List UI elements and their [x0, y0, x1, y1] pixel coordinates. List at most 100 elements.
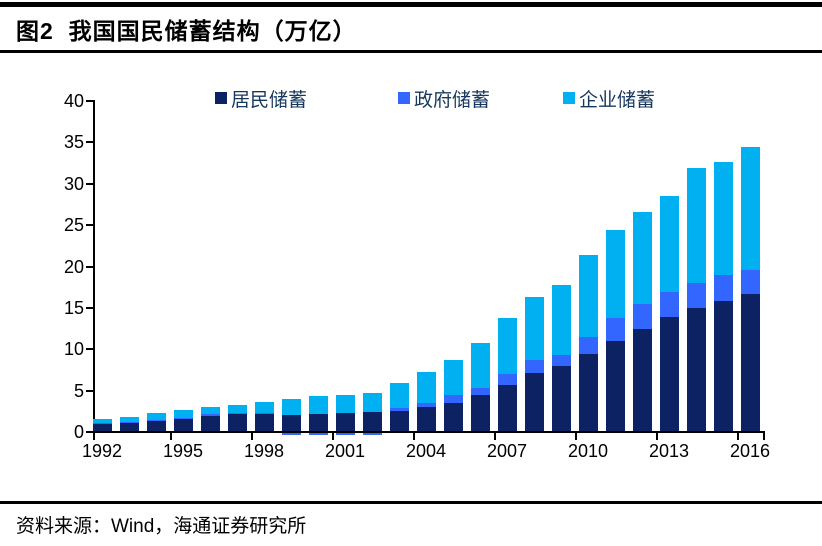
bar-segment-1999-government	[281, 433, 301, 436]
bar-segment-2016-government	[740, 270, 760, 294]
y-axis-label: 0	[73, 422, 84, 442]
bar-segment-2001-government	[335, 433, 355, 436]
bar-segment-2011-corporate	[605, 229, 625, 319]
x-axis-label: 1998	[243, 441, 285, 461]
y-axis-tick	[86, 141, 93, 144]
bar-segment-2013-corporate	[659, 195, 679, 292]
y-axis-tick	[86, 431, 93, 433]
bar-segment-2015-government	[713, 274, 733, 302]
bar-segment-2001-household	[335, 412, 355, 431]
y-axis-tick	[86, 348, 93, 351]
bar-segment-2003-corporate	[389, 383, 409, 409]
y-axis-label: 20	[63, 256, 84, 277]
legend-swatch-household	[215, 92, 227, 104]
y-axis-tick	[86, 265, 93, 268]
bar-segment-2008-corporate	[524, 296, 544, 360]
legend-swatch-corporate	[563, 92, 575, 104]
bar-segment-2006-household	[470, 394, 490, 431]
bar-segment-2009-government	[551, 354, 571, 367]
x-axis-tick	[169, 433, 172, 440]
legend-label-corporate: 企业储蓄	[579, 89, 656, 111]
bar-segment-2000-household	[308, 414, 328, 431]
bar-segment-1997-corporate	[227, 404, 247, 413]
bottom-rule	[0, 501, 822, 504]
legend-item-government: 政府储蓄	[398, 88, 490, 111]
x-axis-label: 1992	[81, 441, 123, 461]
legend-item-corporate: 企业储蓄	[563, 88, 655, 111]
title-rule	[0, 50, 822, 53]
bar-segment-1993-government	[119, 421, 139, 423]
bar-segment-1994-corporate	[146, 413, 166, 420]
legend-label-government: 政府储蓄	[414, 89, 491, 111]
y-axis-tick	[86, 100, 93, 102]
y-axis-label: 5	[73, 380, 84, 401]
bar-segment-2004-government	[416, 403, 436, 407]
bar-segment-1994-household	[146, 421, 166, 431]
x-axis-tick	[331, 433, 334, 440]
bar-segment-2013-household	[659, 316, 679, 431]
bar-segment-1994-government	[146, 419, 166, 422]
bar-segment-1993-corporate	[119, 416, 139, 422]
x-axis-label: 2013	[648, 441, 690, 461]
x-axis-label: 2001	[324, 441, 366, 461]
bar-segment-2009-corporate	[551, 285, 571, 355]
bar-segment-2005-corporate	[443, 359, 463, 396]
figure-title: 图2 我国国民储蓄结构（万亿）	[16, 18, 357, 44]
bar-segment-2010-household	[578, 354, 598, 431]
bar-segment-2007-government	[497, 373, 517, 385]
bar-segment-2016-household	[740, 293, 760, 431]
bar-segment-2012-government	[632, 304, 652, 330]
bar-segment-2003-household	[389, 410, 409, 431]
bar-segment-1993-household	[119, 422, 139, 431]
x-axis-line	[93, 431, 765, 433]
bar-segment-2014-government	[686, 282, 706, 308]
bar-segment-1996-corporate	[200, 407, 220, 415]
x-axis-tick	[250, 433, 253, 440]
x-axis-label: 2004	[405, 441, 447, 461]
y-axis-line	[93, 100, 95, 433]
top-rule	[0, 2, 822, 7]
bar-segment-1998-household	[254, 413, 274, 431]
bar-segment-1996-government	[200, 414, 220, 417]
x-axis-label: 1995	[162, 441, 204, 461]
y-axis-tick	[86, 389, 93, 392]
bar-segment-2006-corporate	[470, 343, 490, 389]
bar-segment-1999-household	[281, 414, 301, 431]
bar-segment-2005-household	[443, 402, 463, 431]
bar-segment-2011-government	[605, 318, 625, 341]
bar-segment-2000-government	[308, 433, 328, 436]
bar-segment-2001-corporate	[335, 395, 355, 413]
bar-segment-1999-corporate	[281, 399, 301, 415]
bar-segment-2015-corporate	[713, 162, 733, 275]
bar-segment-2012-corporate	[632, 211, 652, 305]
bar-segment-2002-household	[362, 411, 382, 431]
legend-item-household: 居民储蓄	[215, 88, 307, 111]
x-axis-label: 2010	[567, 441, 609, 461]
bar-segment-2004-corporate	[416, 371, 436, 404]
bar-segment-2008-household	[524, 373, 544, 431]
x-axis-tick	[93, 433, 95, 440]
bar-segment-1997-government	[227, 412, 247, 415]
bar-segment-1996-household	[200, 416, 220, 431]
bar-segment-2015-household	[713, 301, 733, 431]
bar-segment-1995-household	[173, 419, 193, 431]
bar-segment-2013-government	[659, 291, 679, 317]
bar-segment-2002-corporate	[362, 392, 382, 412]
source-text: 资料来源：Wind，海通证券研究所	[16, 516, 307, 537]
bar-segment-2014-household	[686, 307, 706, 431]
bar-segment-1995-government	[173, 417, 193, 419]
y-axis-label: 30	[63, 173, 84, 194]
y-axis-tick	[86, 182, 93, 185]
x-axis-tick	[574, 433, 577, 440]
bar-segment-2006-government	[470, 388, 490, 395]
bar-segment-1998-corporate	[254, 402, 274, 413]
bar-segment-2010-government	[578, 336, 598, 355]
x-axis-tick	[493, 433, 496, 440]
bar-segment-2016-corporate	[740, 147, 760, 271]
bar-segment-1995-corporate	[173, 410, 193, 418]
bar-segment-2007-corporate	[497, 318, 517, 374]
legend-label-household: 居民储蓄	[231, 89, 308, 111]
bar-segment-2004-household	[416, 407, 436, 431]
bar-segment-2012-household	[632, 329, 652, 431]
